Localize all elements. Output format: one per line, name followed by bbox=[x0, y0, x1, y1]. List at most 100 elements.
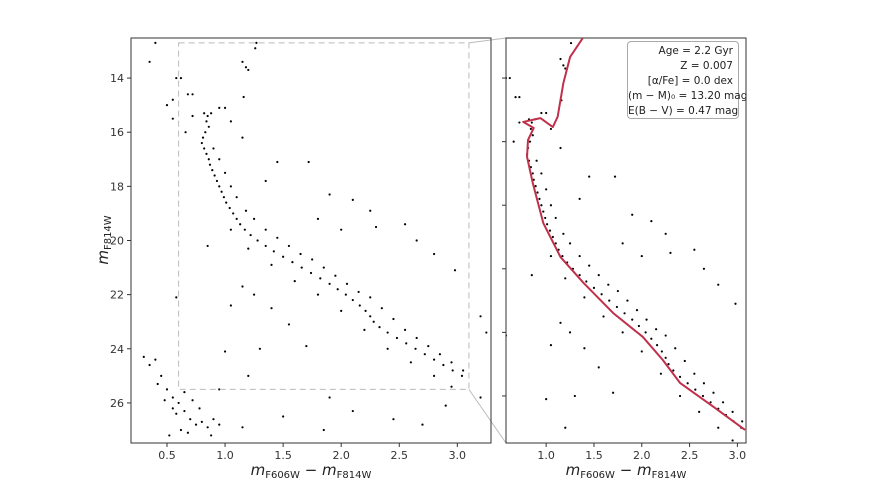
star-point bbox=[683, 359, 686, 363]
star-point bbox=[538, 197, 541, 200]
star-point bbox=[225, 201, 228, 204]
star-point bbox=[210, 112, 213, 115]
star-point bbox=[644, 331, 647, 334]
star-point bbox=[712, 391, 715, 394]
star-point bbox=[562, 64, 565, 67]
star-point bbox=[223, 106, 227, 109]
star-point bbox=[564, 426, 567, 429]
star-point bbox=[372, 320, 375, 323]
star-point bbox=[568, 331, 572, 334]
star-point bbox=[403, 328, 407, 331]
star-point bbox=[621, 242, 624, 245]
star-point bbox=[650, 337, 653, 340]
star-point bbox=[168, 434, 171, 437]
star-point bbox=[218, 106, 221, 109]
left-points bbox=[142, 41, 488, 437]
star-point bbox=[669, 251, 672, 254]
legend-reddening: E(B − V) = 0.47 mag bbox=[628, 105, 739, 117]
star-point bbox=[386, 331, 389, 334]
star-point bbox=[551, 235, 554, 239]
star-point bbox=[561, 254, 564, 258]
star-point bbox=[540, 172, 543, 175]
star-point bbox=[483, 414, 485, 416]
star-point bbox=[218, 388, 221, 391]
star-point bbox=[626, 299, 629, 302]
star-point bbox=[276, 160, 279, 164]
star-point bbox=[578, 197, 581, 200]
star-point bbox=[264, 228, 267, 231]
star-point bbox=[693, 372, 696, 375]
star-point bbox=[741, 420, 744, 423]
star-point bbox=[708, 484, 710, 486]
star-point bbox=[319, 277, 322, 280]
star-point bbox=[518, 96, 521, 99]
star-point bbox=[241, 426, 244, 429]
star-point bbox=[252, 217, 256, 220]
star-point bbox=[386, 347, 389, 350]
star-point bbox=[357, 290, 360, 294]
star-point bbox=[154, 358, 157, 361]
star-point bbox=[607, 283, 610, 286]
star-point bbox=[755, 357, 757, 359]
star-point bbox=[548, 229, 552, 232]
star-point bbox=[664, 232, 667, 235]
star-point bbox=[369, 209, 372, 212]
star-point bbox=[765, 443, 767, 445]
star-point bbox=[272, 250, 275, 253]
star-point bbox=[340, 228, 343, 231]
star-point bbox=[392, 317, 395, 321]
star-point bbox=[205, 152, 208, 155]
zoom-connector-lines bbox=[468, 37, 507, 444]
star-point bbox=[316, 217, 320, 220]
star-point bbox=[559, 321, 562, 324]
isochrone-line bbox=[522, 38, 746, 431]
star-point bbox=[597, 274, 600, 277]
star-point bbox=[369, 296, 372, 299]
x-tick-label: 1.0 bbox=[216, 449, 234, 462]
star-point bbox=[293, 280, 296, 283]
right-panel: 1.0 1.5 2.0 2.5 3.0 bbox=[483, 37, 767, 486]
star-point bbox=[215, 179, 219, 183]
star-point bbox=[444, 404, 447, 407]
star-point bbox=[674, 347, 677, 350]
star-point bbox=[608, 299, 611, 302]
star-point bbox=[616, 289, 619, 293]
star-point bbox=[186, 431, 190, 434]
star-point bbox=[247, 247, 250, 250]
star-point bbox=[554, 242, 557, 245]
star-point bbox=[243, 228, 246, 231]
star-point bbox=[615, 305, 619, 309]
star-point bbox=[583, 347, 586, 350]
left-frame bbox=[130, 37, 492, 444]
star-point bbox=[505, 471, 507, 473]
star-point bbox=[495, 455, 497, 457]
star-point bbox=[210, 434, 213, 437]
star-point bbox=[191, 114, 194, 118]
star-point bbox=[156, 382, 159, 386]
star-point bbox=[545, 188, 548, 191]
star-point bbox=[578, 274, 581, 277]
star-point bbox=[502, 102, 504, 104]
star-point bbox=[564, 277, 567, 280]
star-point bbox=[255, 41, 258, 44]
star-point bbox=[451, 369, 454, 372]
right-x-axis-label: mF606W − mF814W bbox=[566, 461, 687, 481]
x-tick-label: 1.0 bbox=[537, 449, 555, 462]
star-point bbox=[241, 136, 244, 139]
star-point bbox=[189, 418, 192, 421]
star-point bbox=[207, 158, 210, 161]
star-point bbox=[521, 484, 523, 486]
star-point bbox=[678, 375, 682, 378]
star-point bbox=[175, 296, 178, 299]
x-tick-label: 2.5 bbox=[681, 449, 699, 462]
star-point bbox=[395, 336, 399, 340]
legend-age: Age = 2.2 Gyr bbox=[658, 45, 733, 57]
star-point bbox=[415, 336, 418, 340]
star-point bbox=[309, 271, 313, 275]
star-point bbox=[351, 298, 354, 302]
star-point bbox=[247, 68, 250, 72]
star-point bbox=[148, 60, 151, 63]
star-point bbox=[179, 76, 183, 80]
star-point bbox=[239, 223, 242, 226]
star-point bbox=[479, 396, 482, 399]
